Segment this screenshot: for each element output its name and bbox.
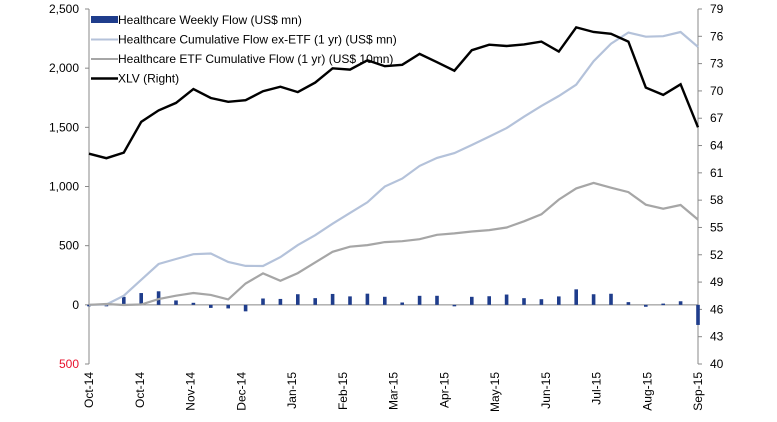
weekly-flow-bar <box>626 302 631 305</box>
weekly-flow-bar <box>435 295 439 305</box>
weekly-flow-bar <box>330 293 335 305</box>
legend-label: XLV (Right) <box>118 72 179 86</box>
left-tick-label: 2,500 <box>49 2 79 16</box>
right-tick-label: 76 <box>710 29 724 43</box>
weekly-flow-bar <box>139 293 143 305</box>
weekly-flow-bar <box>296 294 300 305</box>
weekly-flow-bar <box>261 298 265 305</box>
left-tick-label: 0 <box>72 298 79 312</box>
x-tick-label: Oct-14 <box>133 372 147 408</box>
weekly-flow-bar <box>365 293 370 305</box>
weekly-flow-bar <box>243 304 248 312</box>
weekly-flow-bar <box>122 296 126 305</box>
right-tick-label: 55 <box>710 220 724 234</box>
right-tick-label: 46 <box>710 302 724 316</box>
weekly-flow-bar <box>209 304 213 308</box>
weekly-flow-bar <box>539 299 544 305</box>
weekly-flow-bar <box>278 298 283 305</box>
x-tick-label: Jun-15 <box>539 372 553 409</box>
right-tick-label: 67 <box>710 111 724 125</box>
weekly-flow-bar <box>557 296 561 305</box>
right-tick-label: 64 <box>710 139 724 153</box>
weekly-flow-bar <box>574 289 578 305</box>
x-tick-label: Aug-15 <box>640 372 654 411</box>
weekly-flow-bar <box>591 294 596 305</box>
legend: Healthcare Weekly Flow (US$ mn) Healthcar… <box>91 13 397 86</box>
x-tick-label: May-15 <box>488 372 502 412</box>
right-tick-label: 49 <box>710 275 724 289</box>
xlv-line <box>88 26 700 160</box>
left-tick-label: 1,500 <box>49 120 79 134</box>
x-tick-label: Sep-15 <box>691 372 705 411</box>
weekly-flow-bar <box>174 300 178 305</box>
tick-labels: 2,500 2,000 1,500 1,000 500 0 500 79 76 73 70 67 64 6… <box>49 2 724 412</box>
weekly-flow-bar <box>383 296 387 305</box>
weekly-flow-bar <box>400 302 404 305</box>
x-tick-label: Apr-15 <box>437 372 451 408</box>
weekly-flow-bar <box>417 295 422 305</box>
weekly-flow-bar <box>191 302 196 305</box>
right-tick-label: 58 <box>710 193 724 207</box>
x-tick-label: Dec-14 <box>234 372 248 411</box>
weekly-flow-bar <box>470 296 474 305</box>
weekly-flow-bar <box>487 296 491 305</box>
weekly-flow-bar <box>452 304 457 307</box>
right-tick-label: 40 <box>710 357 724 371</box>
x-tick-label: Jul-15 <box>590 372 604 405</box>
x-tick-label: Mar-15 <box>387 372 401 410</box>
legend-swatch-bar <box>91 16 118 23</box>
cum-flow-ex-etf-line <box>88 30 699 306</box>
weekly-flow-bar <box>313 298 317 305</box>
right-tick-label: 73 <box>710 57 724 71</box>
right-tick-label: 43 <box>710 330 724 344</box>
x-tick-label: Nov-14 <box>184 372 198 411</box>
weekly-flow-bar <box>609 293 613 305</box>
etf-cum-flow-line <box>88 181 699 307</box>
right-tick-label: 70 <box>710 84 724 98</box>
right-tick-label: 52 <box>710 248 724 262</box>
left-tick-label: 1,000 <box>49 180 79 194</box>
weekly-flow-bar <box>661 303 665 306</box>
left-tick-label: 2,000 <box>49 61 79 75</box>
weekly-flow-bar <box>504 294 509 305</box>
weekly-flow-bar <box>87 304 91 307</box>
x-tick-label: Feb-15 <box>336 372 350 410</box>
legend-label: Healthcare Cumulative Flow ex-ETF (1 yr)… <box>118 33 397 47</box>
weekly-flow-bar <box>226 304 230 309</box>
right-tick-label: 61 <box>710 166 724 180</box>
weekly-flow-bar <box>678 301 683 305</box>
weekly-flow-bar <box>348 296 352 305</box>
left-tick-label: 500 <box>59 239 79 253</box>
weekly-flow-bar <box>696 304 700 325</box>
weekly-flow-bar <box>522 298 526 305</box>
x-tick-label: Oct-14 <box>82 372 96 408</box>
weekly-flow-bar <box>644 304 648 307</box>
left-tick-label: 500 <box>59 357 79 371</box>
x-tick-label: Jan-15 <box>285 372 299 409</box>
legend-label: Healthcare ETF Cumulative Flow (1 yr) (U… <box>118 52 393 66</box>
legend-label: Healthcare Weekly Flow (US$ mn) <box>118 13 302 27</box>
right-tick-label: 79 <box>710 2 724 16</box>
series-lines <box>88 26 700 307</box>
